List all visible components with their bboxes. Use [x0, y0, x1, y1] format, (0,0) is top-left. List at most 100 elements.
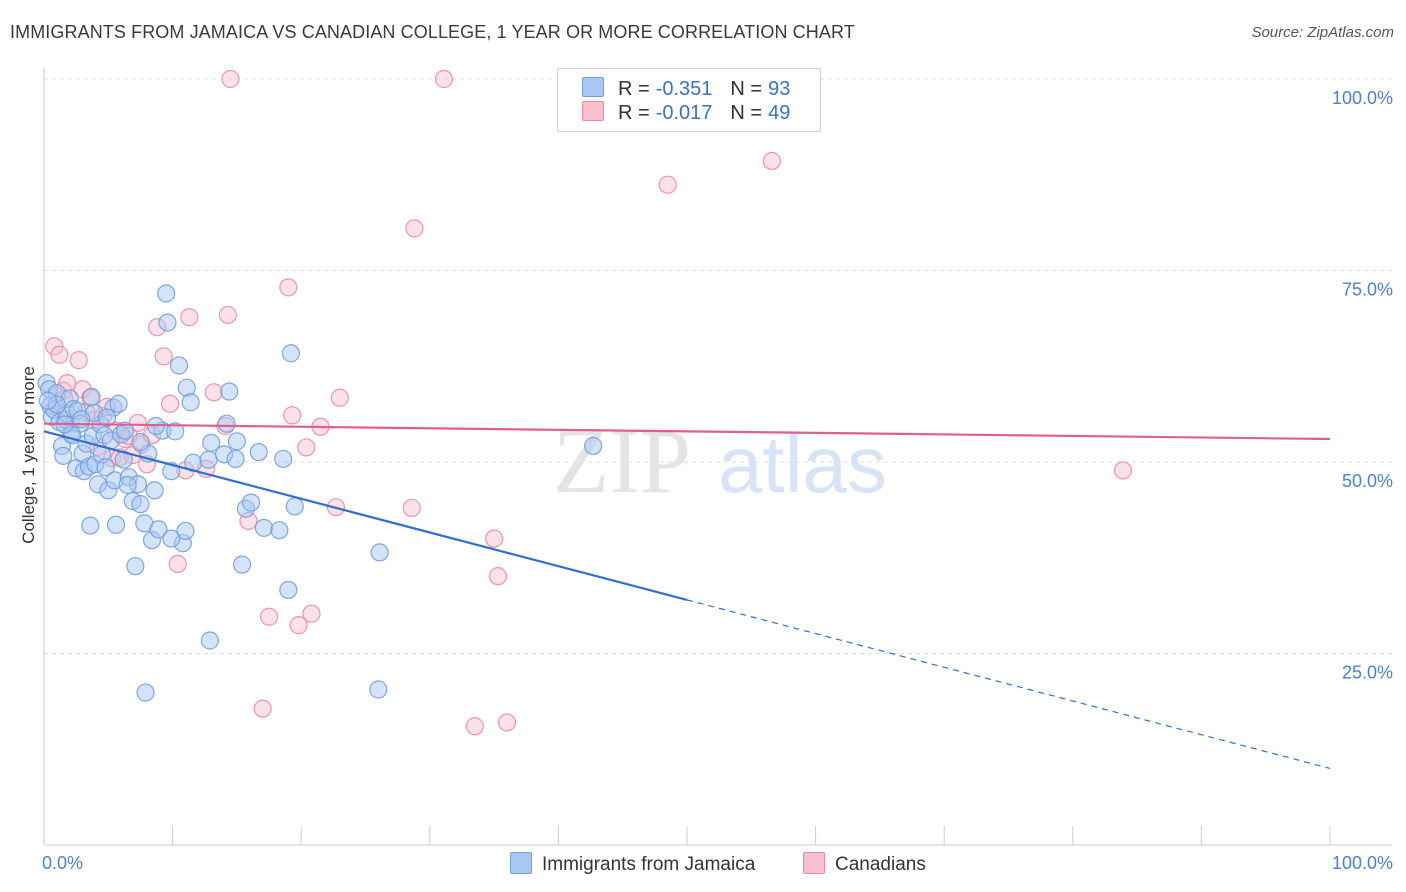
data-point	[169, 356, 189, 375]
data-point	[227, 432, 246, 451]
legend-r-label: R =	[618, 102, 650, 124]
data-point	[154, 347, 173, 366]
data-point	[136, 683, 155, 702]
data-point	[259, 607, 279, 626]
data-point	[181, 393, 200, 412]
y-axis-label: College, 1 year or more	[19, 366, 38, 544]
data-point	[199, 450, 218, 469]
data-point	[131, 432, 150, 452]
data-point	[176, 521, 195, 541]
legend-swatch-blue	[510, 852, 532, 874]
legend-item-canadians[interactable]: Canadians	[803, 852, 926, 876]
data-point	[232, 555, 252, 574]
data-point	[69, 351, 88, 370]
legend-item-jamaica[interactable]: Immigrants from Jamaica	[510, 852, 755, 876]
trend-lines	[43, 422, 1331, 769]
legend-n-value: 49	[768, 102, 791, 124]
legend-n-value: 93	[768, 78, 791, 100]
stats-legend: R = -0.351 N = 93 R = -0.017 N = 49	[557, 68, 821, 132]
y-tick-label: 100.0%	[1332, 88, 1393, 108]
jamaica-points	[37, 284, 603, 702]
data-point	[1113, 461, 1133, 480]
data-point	[204, 383, 223, 402]
data-point	[162, 529, 181, 548]
data-point	[81, 516, 100, 535]
data-point	[168, 554, 187, 573]
legend-row-jamaica: R = -0.351 N = 93	[582, 77, 790, 101]
data-point	[285, 497, 304, 516]
legend-swatch-blue	[582, 77, 604, 97]
data-point	[218, 305, 237, 325]
data-point	[157, 284, 176, 303]
chart-title: IMMIGRANTS FROM JAMAICA VS CANADIAN COLL…	[10, 22, 855, 42]
data-point	[497, 713, 517, 732]
source-note: Source: ZipAtlas.com	[1251, 24, 1394, 41]
data-point	[253, 699, 272, 718]
data-point	[488, 567, 508, 586]
data-point	[82, 387, 101, 406]
data-point	[96, 458, 115, 477]
data-point	[97, 408, 117, 427]
axes	[43, 68, 1392, 846]
data-point	[50, 345, 69, 364]
watermark-atlas: atlas	[718, 420, 887, 509]
legend-r-value: -0.351	[655, 78, 713, 100]
data-point	[115, 421, 135, 440]
data-point	[166, 422, 185, 441]
legend-n-label: N =	[730, 102, 763, 124]
data-point	[274, 449, 293, 469]
y-tick-label: 50.0%	[1342, 471, 1393, 491]
data-point	[158, 313, 177, 332]
data-point	[221, 69, 240, 89]
data-point	[281, 344, 301, 363]
data-point	[149, 520, 168, 539]
legend-label-canadians: Canadians	[835, 854, 926, 875]
data-point	[279, 580, 298, 600]
data-point	[369, 680, 388, 699]
data-point	[254, 518, 274, 537]
data-point	[297, 438, 316, 457]
legend-r-label: R =	[618, 78, 650, 100]
data-point	[434, 69, 454, 89]
data-point	[118, 475, 137, 495]
watermark-zip: ZIP	[553, 410, 691, 512]
data-point	[38, 391, 57, 410]
data-point	[405, 219, 424, 238]
data-point	[279, 278, 298, 297]
data-point	[289, 616, 308, 635]
data-point	[465, 717, 484, 736]
legend-n-label: N =	[730, 78, 763, 100]
data-point	[584, 436, 603, 456]
data-point	[220, 382, 239, 401]
x-tick-label: 100.0%	[1332, 853, 1393, 873]
data-point	[145, 481, 164, 500]
jamaica-trend-extension	[686, 599, 1331, 769]
data-point	[241, 493, 261, 512]
data-point	[270, 521, 289, 540]
data-point	[109, 394, 128, 413]
grid-lines	[44, 78, 1392, 654]
data-point	[402, 498, 421, 518]
data-point	[126, 557, 145, 576]
data-point	[131, 495, 150, 514]
data-point	[283, 406, 302, 425]
legend-label-jamaica: Immigrants from Jamaica	[542, 854, 756, 875]
tick-labels: 25.0% 50.0% 75.0% 100.0% 0.0% 100.0%	[42, 88, 1393, 873]
series-legend: Immigrants from Jamaica Canadians	[0, 852, 1406, 878]
data-point	[200, 631, 219, 650]
jamaica-trend-line	[43, 430, 688, 601]
data-point	[54, 446, 73, 465]
data-point	[202, 433, 221, 452]
data-point	[249, 442, 268, 462]
legend-row-canadians: R = -0.017 N = 49	[582, 101, 790, 125]
legend-swatch-pink	[803, 852, 825, 874]
data-point	[226, 449, 245, 469]
data-point	[302, 604, 321, 623]
data-point	[330, 388, 349, 407]
watermark: ZIP atlas	[553, 410, 887, 512]
x-tick-label: 0.0%	[42, 853, 83, 873]
data-point	[160, 394, 180, 413]
legend-swatch-pink	[582, 101, 604, 121]
data-point	[370, 543, 389, 562]
data-point	[762, 151, 781, 171]
